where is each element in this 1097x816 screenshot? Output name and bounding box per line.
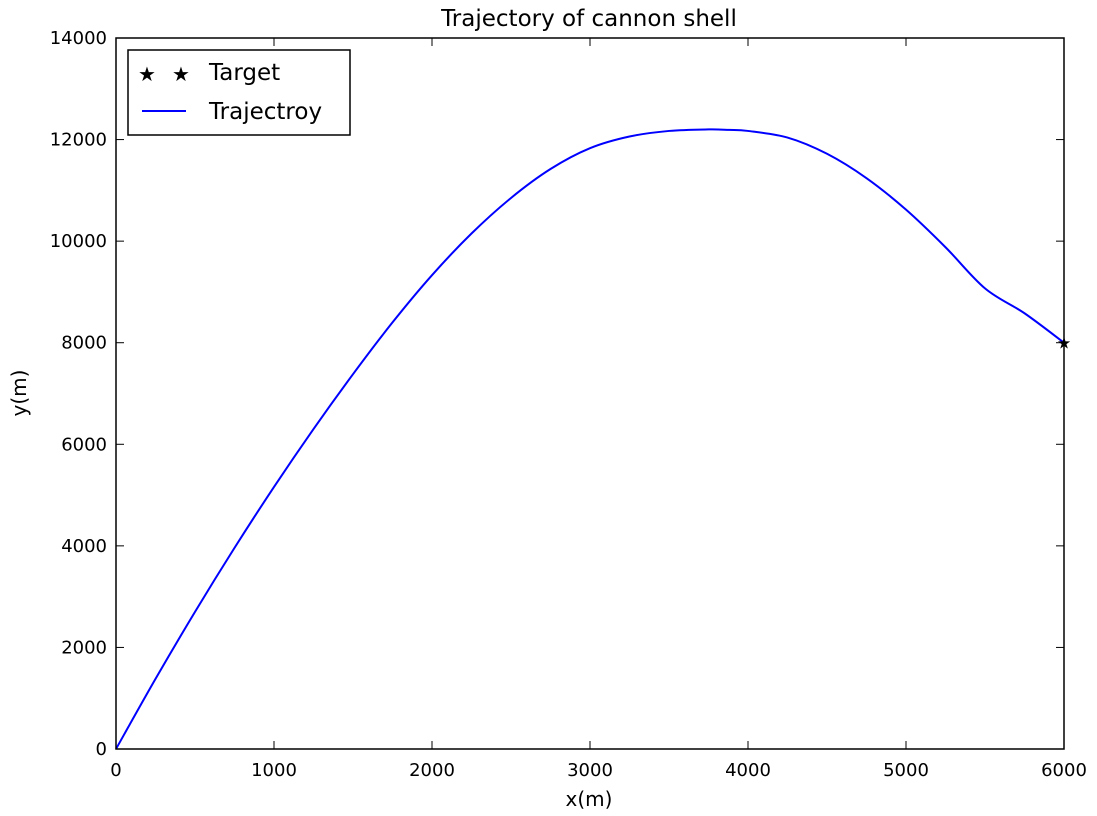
legend-box [127, 49, 351, 136]
x-tick-label: 2000 [409, 760, 455, 781]
y-tick-label: 12000 [50, 130, 107, 151]
x-tick-label: 6000 [1041, 760, 1087, 781]
axis-ticks: 0 1000 2000 3000 4000 5000 6000 0 2000 4000 6000 80… [50, 28, 1087, 781]
x-tick-label: 0 [110, 760, 121, 781]
y-tick-label: 8000 [61, 333, 107, 354]
x-tick-label: 3000 [567, 760, 613, 781]
legend: ★ ★ Target Trajectroy [127, 49, 351, 136]
legend-target-label: Target [208, 60, 280, 86]
legend-target-marker-2: ★ [172, 62, 190, 86]
y-tick-label: 2000 [61, 637, 107, 658]
legend-target-marker-1: ★ [138, 62, 156, 86]
x-axis-label: x(m) [566, 787, 613, 811]
y-tick-label: 0 [96, 739, 107, 760]
y-tick-label: 14000 [50, 28, 107, 49]
plot-frame [115, 37, 1065, 750]
series-layer: ★ [115, 128, 1071, 750]
y-tick-label: 6000 [61, 434, 107, 455]
trajectory-line [115, 128, 1065, 750]
chart-title: Trajectory of cannon shell [440, 6, 737, 32]
y-tick-label: 10000 [50, 231, 107, 252]
x-tick-label: 1000 [251, 760, 297, 781]
legend-trajectory-label: Trajectroy [208, 99, 322, 125]
y-tick-label: 4000 [61, 536, 107, 557]
y-axis-label: y(m) [7, 370, 31, 417]
x-tick-label: 4000 [725, 760, 771, 781]
x-tick-label: 5000 [883, 760, 929, 781]
